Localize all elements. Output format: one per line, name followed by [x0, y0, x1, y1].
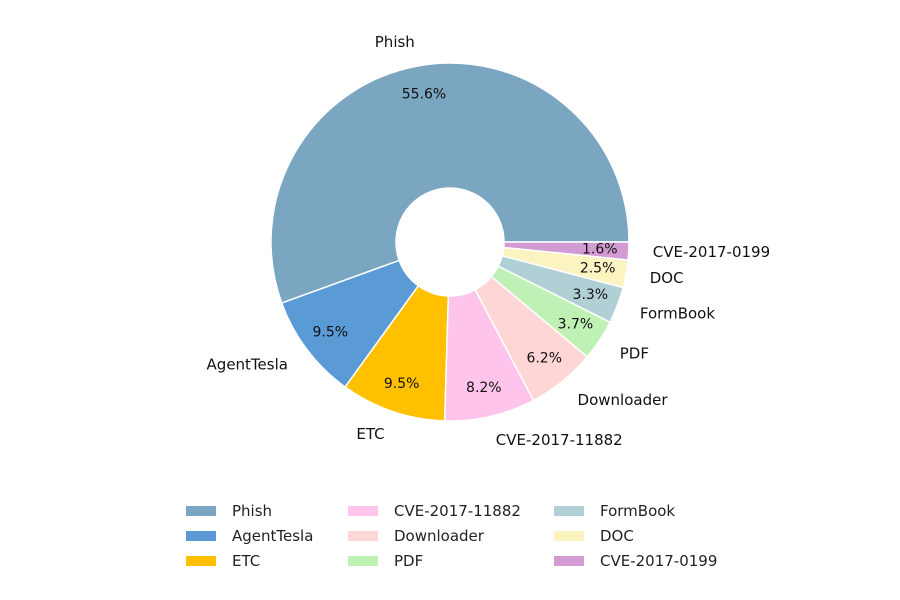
legend-label-doc: DOC — [600, 527, 634, 545]
legend-item-formbook: FormBook — [554, 502, 675, 520]
category-label-pdf: PDF — [620, 344, 649, 362]
legend-item-pdf: PDF — [348, 552, 423, 570]
legend-swatch-doc — [554, 531, 584, 541]
legend-label-formbook: FormBook — [600, 502, 675, 520]
pct-label-pdf: 3.7% — [558, 316, 594, 332]
legend-item-phish: Phish — [186, 502, 272, 520]
category-label-doc: DOC — [650, 269, 684, 287]
legend-item-agenttesla: AgentTesla — [186, 527, 313, 545]
legend-item-downloader: Downloader — [348, 527, 485, 545]
legend-item-etc: ETC — [186, 552, 260, 570]
pct-label-phish: 55.6% — [402, 86, 446, 102]
legend-label-cve-2017-11882: CVE-2017-11882 — [394, 502, 521, 520]
pct-label-formbook: 3.3% — [573, 287, 609, 303]
category-label-formbook: FormBook — [640, 305, 715, 323]
legend-item-cve-2017-0199: CVE-2017-0199 — [554, 552, 717, 570]
legend-swatch-cve-2017-11882 — [348, 506, 378, 516]
pct-label-agenttesla: 9.5% — [312, 324, 348, 340]
legend-swatch-phish — [186, 506, 216, 516]
legend-label-cve-2017-0199: CVE-2017-0199 — [600, 552, 717, 570]
category-label-agenttesla: AgentTesla — [207, 355, 288, 373]
category-label-phish: Phish — [375, 33, 415, 51]
legend-swatch-formbook — [554, 506, 584, 516]
legend-label-phish: Phish — [232, 502, 272, 520]
pct-label-etc: 9.5% — [384, 376, 420, 392]
pct-label-downloader: 6.2% — [526, 351, 562, 367]
category-label-downloader: Downloader — [578, 391, 669, 409]
pct-label-doc: 2.5% — [580, 261, 616, 277]
legend-label-downloader: Downloader — [394, 527, 485, 545]
legend: Phish AgentTesla ETC CVE-2017-11882 Download… — [186, 502, 717, 570]
category-labels: Phish AgentTesla ETC CVE-2017-11882 Download… — [207, 33, 771, 449]
donut-slices — [270, 62, 630, 422]
category-label-cve-2017-0199: CVE-2017-0199 — [653, 243, 770, 261]
category-label-cve-2017-11882: CVE-2017-11882 — [496, 431, 623, 449]
legend-swatch-downloader — [348, 531, 378, 541]
legend-item-cve-2017-11882: CVE-2017-11882 — [348, 502, 521, 520]
category-label-etc: ETC — [356, 425, 384, 443]
pct-label-cve-2017-0199: 1.6% — [582, 242, 618, 258]
legend-item-doc: DOC — [554, 527, 634, 545]
legend-swatch-cve-2017-0199 — [554, 556, 584, 566]
slice-phish — [270, 62, 630, 305]
legend-swatch-etc — [186, 556, 216, 566]
percentage-labels: 55.6% 9.5% 9.5% 8.2% 6.2% 3.7% 3.3% 2.5% 1.6% — [312, 86, 617, 396]
legend-swatch-pdf — [348, 556, 378, 566]
legend-label-pdf: PDF — [394, 552, 423, 570]
pct-label-cve-2017-11882: 8.2% — [466, 380, 502, 396]
slice-cve-2017-0199 — [502, 241, 630, 261]
legend-label-agenttesla: AgentTesla — [232, 527, 313, 545]
legend-label-etc: ETC — [232, 552, 260, 570]
legend-swatch-agenttesla — [186, 531, 216, 541]
